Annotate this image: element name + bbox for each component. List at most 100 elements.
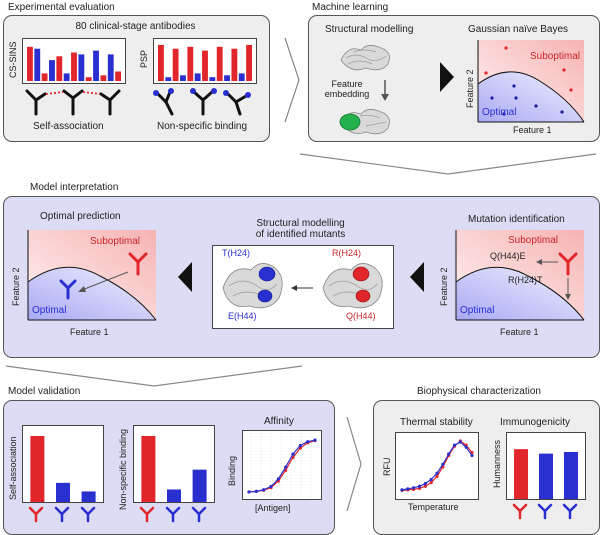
humanness-bar bbox=[563, 451, 578, 499]
thermal-series-line bbox=[401, 441, 473, 491]
structural-mutants-line2: of identified mutants bbox=[255, 229, 346, 240]
thermal-point bbox=[435, 471, 439, 475]
humanness-bar bbox=[514, 449, 529, 499]
non-specific-binding-bar bbox=[192, 469, 207, 502]
affinity-point bbox=[269, 484, 273, 489]
antibody-count-header: 80 clinical-stage antibodies bbox=[75, 21, 196, 32]
thermal-point bbox=[441, 462, 445, 466]
temperature-label: Temperature bbox=[408, 502, 459, 512]
mutation-q44e-label: Q(H44)E bbox=[490, 251, 526, 261]
mutation-r24t-label: R(H24)T bbox=[508, 275, 543, 285]
psp-bar bbox=[194, 73, 201, 81]
thermal-point bbox=[400, 488, 404, 492]
mutation-identification-plot bbox=[455, 230, 585, 321]
thermal-point bbox=[464, 445, 468, 449]
structural-mutants-line1: Structural modelling bbox=[256, 218, 345, 229]
psp-bar bbox=[246, 44, 252, 81]
thermal-point bbox=[452, 443, 457, 447]
cs-sins-bar bbox=[63, 73, 70, 81]
optimal-prediction-plot bbox=[27, 230, 157, 321]
cs-sins-bar bbox=[71, 52, 77, 81]
psp-bar bbox=[158, 44, 164, 81]
feature-embedding-label: Feature embedding bbox=[322, 79, 372, 100]
thermal-point bbox=[435, 474, 439, 478]
suboptimal-label-ml: Suboptimal bbox=[530, 51, 581, 62]
thermal-series-line bbox=[401, 440, 473, 491]
down-arrow-icon bbox=[381, 80, 389, 101]
optimal-label-mut: Optimal bbox=[460, 305, 495, 316]
affinity-point bbox=[262, 488, 266, 492]
self-association-caption: Self-association bbox=[33, 121, 104, 132]
affinity-series-line bbox=[248, 440, 316, 493]
self-association-chart bbox=[22, 425, 104, 503]
black-arrow-right-icon bbox=[440, 62, 454, 92]
psp-bar bbox=[224, 75, 230, 81]
feature1-label-mut: Feature 1 bbox=[500, 327, 539, 337]
psp-bar bbox=[216, 46, 223, 81]
humanness-label: Humanness bbox=[492, 439, 502, 488]
classifier-plot bbox=[477, 40, 585, 123]
psp-bar bbox=[172, 48, 179, 81]
cs-sins-bar bbox=[49, 60, 55, 81]
affinity-chart bbox=[242, 430, 322, 500]
thermal-point bbox=[429, 481, 433, 485]
flow-arrow-down-icon-2 bbox=[5, 365, 303, 387]
cs-sins-bar bbox=[100, 75, 107, 81]
thermal-stability-title: Thermal stability bbox=[400, 417, 473, 428]
black-arrow-left-icon bbox=[178, 262, 192, 292]
t-h24-label: T(H24) bbox=[222, 248, 251, 258]
affinity-title: Affinity bbox=[264, 416, 294, 427]
validation-antibody-icons-2 bbox=[139, 506, 207, 523]
cs-sins-bar bbox=[27, 46, 33, 81]
humanness-chart bbox=[506, 432, 586, 500]
cs-sins-bar bbox=[107, 54, 114, 81]
psp-bar bbox=[165, 77, 172, 81]
affinity-point bbox=[306, 440, 310, 444]
cs-sins-label: CS-SINS bbox=[8, 41, 18, 78]
non-specific-binding-icon bbox=[153, 88, 251, 116]
cs-sins-chart bbox=[22, 38, 126, 84]
psp-bar bbox=[238, 73, 245, 81]
rfu-label: RFU bbox=[382, 457, 392, 477]
flow-arrow-down-icon bbox=[299, 153, 597, 175]
affinity-point bbox=[254, 489, 258, 493]
structural-modelling-label: Structural modelling bbox=[325, 24, 414, 35]
cs-sins-bar bbox=[78, 54, 85, 81]
thermal-point bbox=[447, 452, 451, 456]
cs-sins-bar bbox=[85, 77, 92, 81]
thermal-point bbox=[406, 487, 410, 491]
section-title-machine-learning: Machine learning bbox=[312, 2, 389, 13]
thermal-point bbox=[458, 440, 462, 444]
optimal-label-pred: Optimal bbox=[32, 305, 67, 316]
affinity-series-line bbox=[248, 439, 316, 493]
e-h44-label: E(H44) bbox=[228, 311, 257, 321]
affinity-point bbox=[284, 465, 288, 469]
feature-embedding-line2: embedding bbox=[324, 89, 370, 100]
section-title-model-validation: Model validation bbox=[8, 386, 81, 397]
humanness-bar bbox=[539, 453, 553, 499]
protein-structure-icon bbox=[340, 45, 390, 71]
self-association-bar bbox=[81, 491, 96, 502]
humanness-antibody-icons bbox=[512, 503, 578, 520]
suboptimal-label-pred: Suboptimal bbox=[90, 236, 141, 247]
self-association-bar bbox=[30, 436, 45, 502]
self-association-antibodies-icon bbox=[25, 89, 121, 116]
q-h44-label: Q(H44) bbox=[346, 311, 376, 321]
affinity-point bbox=[298, 446, 302, 450]
self-association-ylabel: Self-association bbox=[8, 436, 18, 500]
thermal-point bbox=[417, 484, 422, 488]
feature2-label-mut: Feature 2 bbox=[439, 267, 449, 306]
optimal-prediction-title: Optimal prediction bbox=[40, 211, 121, 222]
thermal-chart bbox=[395, 432, 479, 500]
affinity-point bbox=[291, 452, 295, 456]
feature-embedding-line1: Feature bbox=[331, 79, 363, 89]
cs-sins-bar bbox=[41, 73, 48, 81]
non-specific-binding-chart bbox=[133, 425, 215, 503]
affinity-point bbox=[284, 468, 288, 472]
suboptimal-label-mut: Suboptimal bbox=[508, 235, 559, 246]
black-arrow-left-icon-2 bbox=[410, 262, 424, 292]
cs-sins-bar bbox=[56, 56, 63, 81]
non-specific-binding-bar bbox=[167, 489, 181, 502]
mutant-structures-box bbox=[212, 245, 394, 329]
flow-arrow-right-icon bbox=[284, 37, 300, 123]
